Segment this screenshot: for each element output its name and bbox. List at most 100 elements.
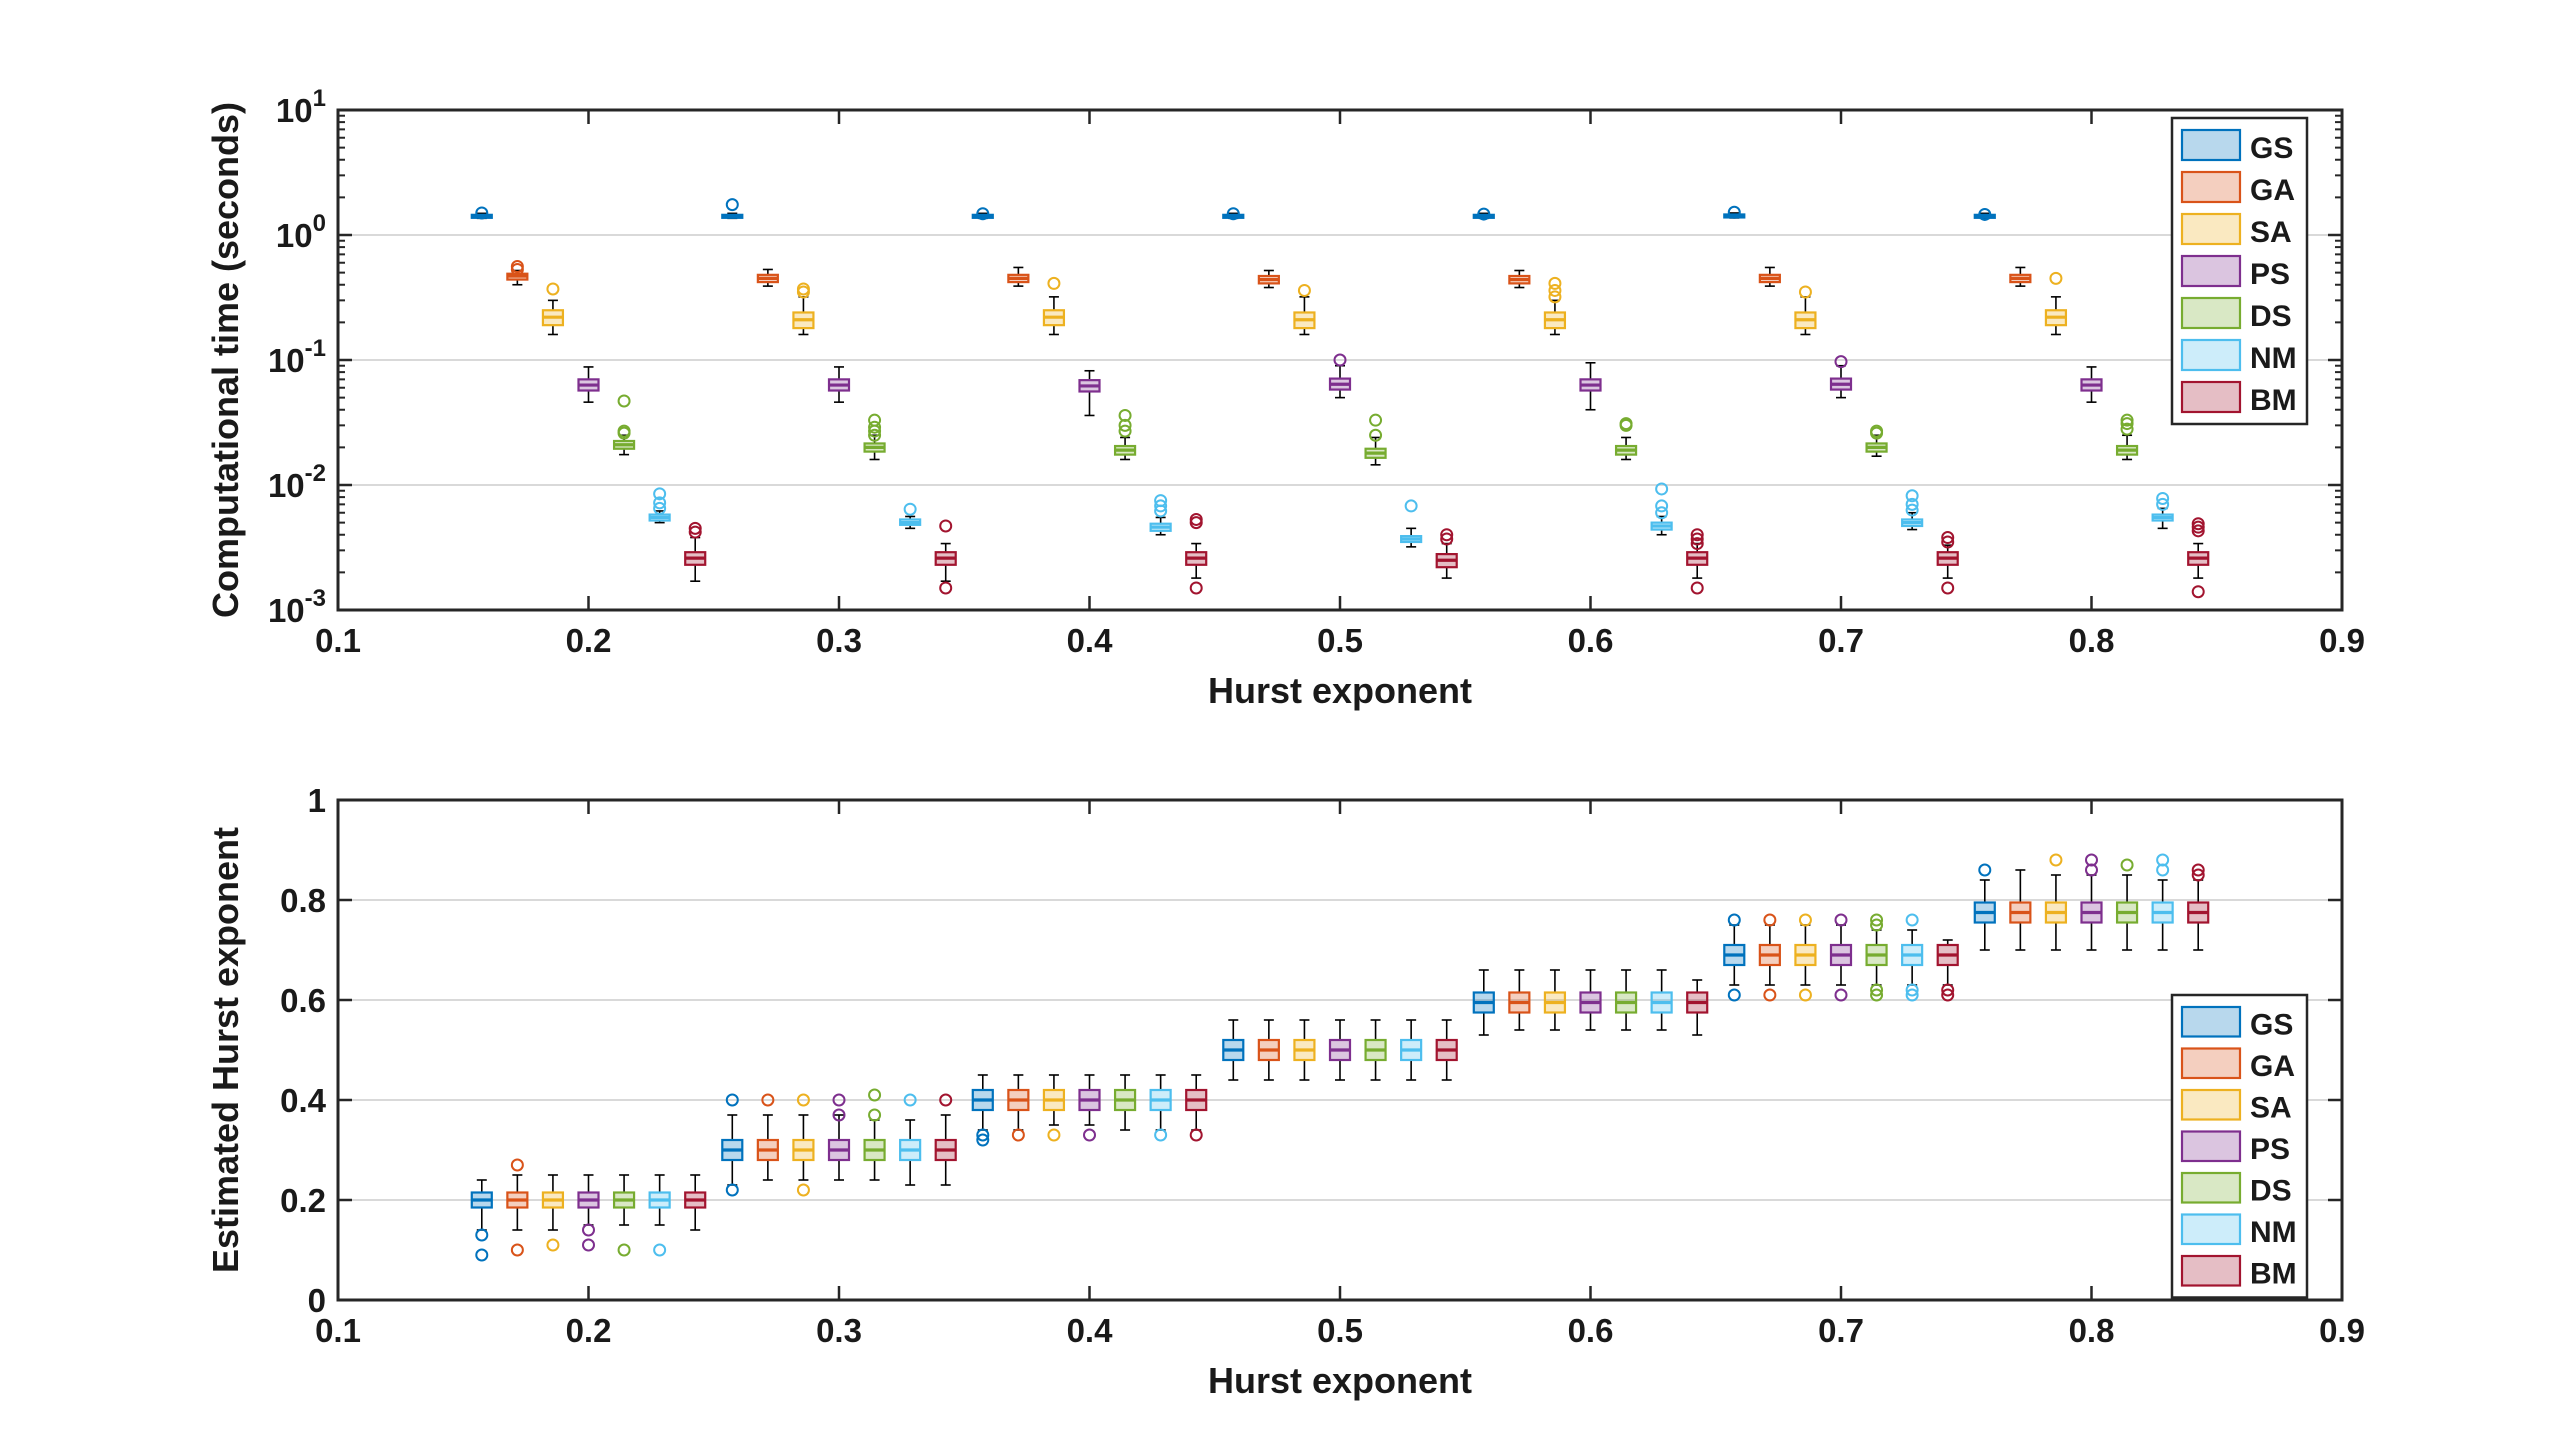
outlier-point [903, 1093, 917, 1107]
outlier-point [1870, 424, 1884, 438]
box-ps [1078, 1074, 1101, 1142]
outlier-point [475, 1248, 489, 1262]
outlier-point [1905, 983, 1919, 997]
estimated-hurst-panel: 0 0.2 0.4 0.6 0.8 1 0.1 0.2 0.3 0.4 0.5 0.6 0.7 0.8 0.… [205, 782, 2365, 1401]
box-ps [827, 366, 851, 403]
box-gs [1973, 863, 1996, 951]
outlier-point [1655, 499, 1669, 513]
legend-label: GA [2250, 1050, 2295, 1083]
outlier-point [582, 1223, 595, 1237]
outlier-point [725, 198, 739, 212]
outlier-point [1690, 581, 1704, 595]
outlier-point [1333, 353, 1347, 367]
legend-item-gs: GS [2180, 128, 2293, 165]
outlier-point [1548, 283, 1562, 297]
outlier-point [2120, 422, 2134, 436]
legend-label: SA [2250, 1092, 2292, 1125]
outlier-point [1655, 482, 1669, 496]
outlier-point [1477, 207, 1491, 221]
legend-item-ga: GA [2180, 1047, 2295, 1083]
outlier-point [1011, 1128, 1025, 1142]
outlier-point [1727, 913, 1741, 927]
y-tick-label: 0.8 [280, 882, 326, 919]
box-ga [1508, 969, 1531, 1031]
outlier-point [1870, 918, 1884, 932]
box-ga [1758, 913, 1781, 1002]
legend-label: DS [2250, 300, 2292, 333]
series-ga [506, 869, 2032, 1257]
box-ga [1007, 266, 1030, 287]
outlier-point [1440, 528, 1454, 542]
computational-time-panel: 10-3 10-2 10-1 100 101 0.1 0.2 0.3 0.4 0.5 0.6 0.7 0… [205, 85, 2365, 711]
outlier-point [1440, 532, 1454, 546]
box-ps [1829, 913, 1853, 1002]
box-gs [721, 1093, 744, 1197]
legend-label: PS [2250, 1133, 2290, 1166]
outlier-point [1941, 988, 1955, 1002]
y-axis-label: Computational time (seconds) [205, 102, 246, 618]
legend-label: GS [2250, 132, 2293, 165]
box-ds [863, 413, 886, 461]
x-tick-label: 0.2 [566, 1312, 612, 1349]
box-sa [541, 1174, 565, 1252]
box-gs [1222, 1019, 1245, 1081]
box-bm [934, 519, 957, 595]
box-ds [2115, 413, 2139, 461]
series-sa [541, 271, 2068, 336]
box-ds [612, 394, 636, 456]
box-nm [1400, 499, 1423, 548]
legend-swatch [2180, 338, 2242, 372]
outlier-point [1047, 276, 1061, 290]
legend-swatch [2180, 1130, 2242, 1163]
outlier-point [868, 1088, 882, 1102]
box-sa [1042, 1074, 1066, 1142]
outlier-point [2191, 868, 2205, 882]
box-ds [863, 1088, 886, 1181]
outlier-point [1154, 1128, 1168, 1142]
outlier-point [1941, 983, 1955, 997]
outlier-point [1189, 581, 1203, 595]
outlier-point [546, 1238, 560, 1252]
series-gs [470, 863, 1996, 1262]
box-ds [2115, 858, 2139, 951]
legend-item-ds: DS [2180, 296, 2292, 333]
box-bm [2187, 863, 2210, 951]
outlier-point [796, 1183, 810, 1197]
box-ga [2009, 266, 2032, 287]
box-bm [1435, 1019, 1458, 1081]
box-ds [1614, 969, 1638, 1031]
legend-label: PS [2250, 258, 2290, 291]
outlier-point [1941, 535, 1955, 549]
box-gs [1973, 207, 1996, 221]
outlier-point [1798, 913, 1812, 927]
box-ga [1758, 266, 1781, 287]
box-gs [470, 1179, 493, 1262]
box-nm [899, 1093, 922, 1186]
x-tick-label: 0.7 [1818, 1312, 1864, 1349]
outlier-point [1905, 988, 1919, 1002]
outlier-point [868, 428, 882, 442]
outlier-point [1548, 290, 1562, 304]
box-ps [577, 366, 600, 403]
box-sa [792, 1093, 815, 1197]
box-sa [2044, 271, 2068, 336]
outlier-point [617, 394, 631, 408]
outlier-point [1978, 207, 1992, 221]
box-ga [1257, 1019, 1280, 1081]
legend-swatch [2180, 1254, 2242, 1287]
outlier-point [617, 1243, 631, 1257]
outlier-point [832, 1108, 846, 1122]
outlier-point [832, 1093, 846, 1107]
box-bm [1936, 939, 1959, 1002]
box-nm [1149, 494, 1172, 536]
box-ps [2080, 366, 2103, 403]
box-bm [934, 1093, 957, 1186]
box-nm [1650, 969, 1673, 1031]
x-tick-label: 0.3 [816, 1312, 862, 1349]
box-ps [1829, 355, 1853, 399]
box-sa [1293, 283, 1316, 336]
outlier-point [1226, 207, 1240, 221]
box-gs [1472, 207, 1495, 221]
outlier-point [475, 1228, 489, 1242]
